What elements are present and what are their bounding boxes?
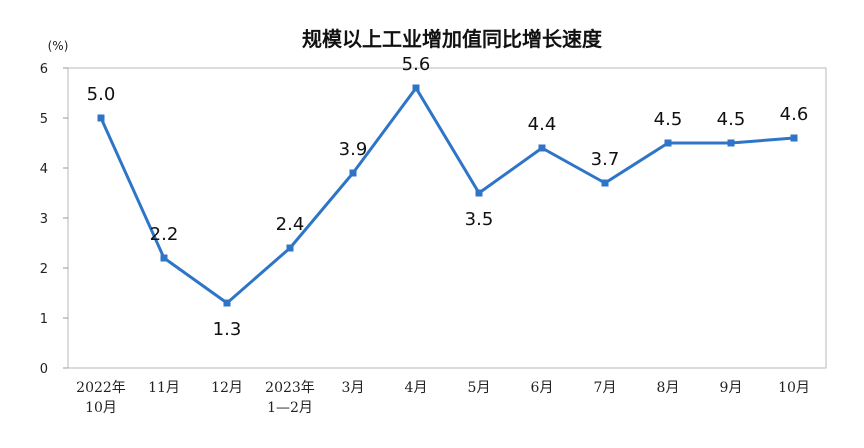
x-tick-label: 8月 xyxy=(657,380,680,396)
data-point-marker xyxy=(223,299,231,307)
y-tick-label: 3 xyxy=(40,212,48,227)
data-label: 4.5 xyxy=(654,109,683,130)
x-tick-label: 5月 xyxy=(468,380,491,396)
x-tick-label: 3月 xyxy=(342,380,365,396)
y-tick-label: 0 xyxy=(40,362,48,377)
y-axis-ticks: 0 1 2 3 4 5 6 xyxy=(40,62,68,377)
data-label: 4.6 xyxy=(780,104,809,125)
y-tick-label: 4 xyxy=(40,162,48,177)
data-label: 1.3 xyxy=(213,319,242,340)
chart-title: 规模以上工业增加值同比增长速度 xyxy=(302,27,603,51)
data-point-marker xyxy=(727,139,735,147)
x-tick-label: 7月 xyxy=(594,380,617,396)
x-axis-ticks: 2022年 10月 11月 12月 2023年 1—2月 3月 4月 5月 6月 7月 8月 9月 10月 xyxy=(76,380,810,416)
data-label: 4.5 xyxy=(717,109,746,130)
y-tick-label: 5 xyxy=(40,112,48,127)
data-point-marker xyxy=(349,169,357,177)
data-label: 3.9 xyxy=(339,139,368,160)
data-point-marker xyxy=(160,254,168,262)
y-tick-label: 2 xyxy=(40,262,48,277)
plot-area-frame xyxy=(67,67,827,369)
data-point-marker xyxy=(538,144,546,152)
data-point-marker xyxy=(790,134,798,142)
data-label: 3.5 xyxy=(465,209,494,230)
series-line-group xyxy=(99,86,796,305)
x-tick-label: 4月 xyxy=(405,380,428,396)
data-point-marker xyxy=(475,189,483,197)
x-tick-label: 2023年 1—2月 xyxy=(265,380,315,416)
series-line xyxy=(99,86,796,305)
data-label: 5.0 xyxy=(87,84,116,105)
series-points-group xyxy=(97,84,798,307)
data-label: 5.6 xyxy=(402,54,431,75)
data-label: 2.2 xyxy=(150,224,179,245)
data-label: 2.4 xyxy=(276,214,305,235)
y-tick-label: 1 xyxy=(40,312,48,327)
x-tick-label: 12月 xyxy=(211,380,243,396)
x-tick-label: 2022年 10月 xyxy=(76,380,126,416)
data-point-marker xyxy=(286,244,294,252)
data-point-marker xyxy=(664,139,672,147)
y-tick-label: 6 xyxy=(40,62,48,77)
y-axis-unit-label: (%) xyxy=(48,39,69,53)
data-label: 3.7 xyxy=(591,149,620,170)
data-point-marker xyxy=(97,114,105,122)
data-point-marker xyxy=(412,84,420,92)
data-labels-group: 5.0 2.2 1.3 2.4 3.9 5.6 3.5 4.4 3.7 4.5 4.5 4.6 xyxy=(87,54,809,340)
x-tick-label: 11月 xyxy=(148,380,180,396)
x-tick-label: 9月 xyxy=(720,380,743,396)
data-label: 4.4 xyxy=(528,114,557,135)
data-point-marker xyxy=(601,179,609,187)
x-tick-label: 10月 xyxy=(778,380,810,396)
x-tick-label: 6月 xyxy=(531,380,554,396)
